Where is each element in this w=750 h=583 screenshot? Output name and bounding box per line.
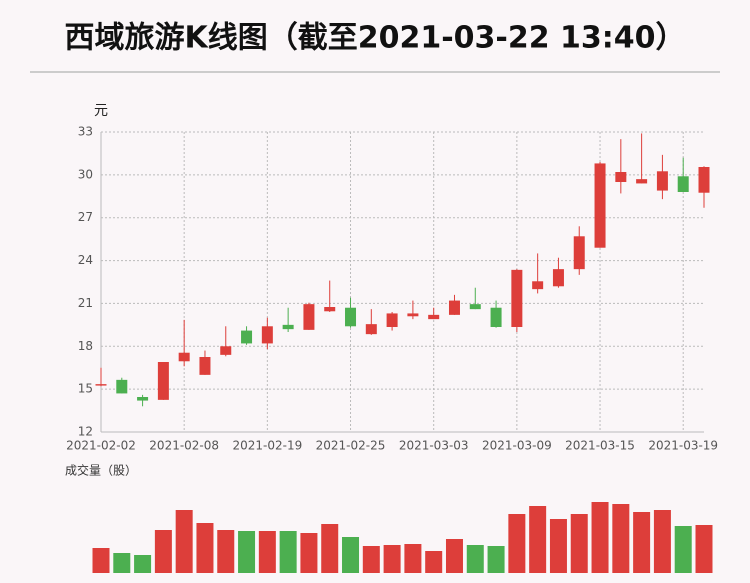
candle-body <box>490 307 502 327</box>
volume-bar <box>508 514 526 573</box>
candle-body <box>95 384 107 386</box>
volume-label: 成交量（股） <box>65 463 137 478</box>
x-tick-label: 2021-02-02 <box>66 439 136 453</box>
candle-body <box>137 397 149 401</box>
volume-bar <box>695 525 713 573</box>
candle-body <box>656 171 668 191</box>
candle-body <box>157 362 169 400</box>
x-tick-label: 2021-03-09 <box>482 439 552 453</box>
y-tick-label: 24 <box>78 253 93 267</box>
y-tick-label: 30 <box>78 167 93 181</box>
volume-bar <box>674 526 692 573</box>
x-tick-label: 2021-03-03 <box>399 439 469 453</box>
volume-bar <box>362 546 380 573</box>
candle-body <box>116 379 128 394</box>
volume-bar <box>113 553 131 573</box>
volume-bar <box>591 502 609 573</box>
volume-bar <box>92 548 110 573</box>
volume-bar <box>342 537 360 573</box>
candle-body <box>386 313 398 327</box>
volume-bar <box>570 514 588 573</box>
candle-body <box>365 324 377 335</box>
volume-bar <box>238 531 256 573</box>
volume-bar <box>383 545 401 573</box>
volume-bar <box>633 512 651 573</box>
chart-title: 西域旅游K线图（截至2021-03-22 13:40） <box>64 21 685 56</box>
y-tick-label: 21 <box>78 296 93 310</box>
x-tick-label: 2021-02-08 <box>149 439 219 453</box>
volume-bar <box>445 539 463 573</box>
candle-body <box>282 324 294 330</box>
volume-bar <box>321 524 339 573</box>
candle-body <box>407 313 419 317</box>
candle-body <box>469 304 481 310</box>
volume-bar <box>487 546 505 573</box>
candle-body <box>428 314 440 320</box>
candle-body <box>261 326 273 344</box>
candle-body <box>448 300 460 315</box>
candle-body <box>532 281 544 290</box>
candle-body <box>615 172 627 182</box>
x-tick-label: 2021-02-25 <box>316 439 386 453</box>
volume-bar <box>404 544 422 573</box>
candle-body <box>241 330 253 344</box>
candle-body <box>303 304 315 330</box>
y-axis-label: 元 <box>94 103 108 119</box>
volume-bar <box>196 523 214 573</box>
y-tick-label: 15 <box>78 382 93 396</box>
candle-body <box>220 346 232 355</box>
candle-body <box>324 307 336 312</box>
volume-bar <box>466 545 484 573</box>
candle-body <box>552 269 564 287</box>
volume-bar <box>612 504 630 573</box>
volume-bar <box>425 551 443 573</box>
candle-body <box>636 179 648 184</box>
candle-body <box>594 163 606 248</box>
y-tick-label: 18 <box>78 339 93 353</box>
candle-body <box>573 236 585 270</box>
volume-bar <box>300 533 318 573</box>
volume-bar <box>653 510 671 573</box>
candle-body <box>345 307 357 327</box>
candle-body <box>677 176 689 192</box>
candle-body <box>511 269 523 327</box>
volume-bar <box>529 506 547 573</box>
volume-bar <box>279 531 297 573</box>
volume-bar <box>175 510 193 573</box>
candle-body <box>199 357 211 375</box>
y-tick-label: 12 <box>78 425 93 439</box>
volume-bar <box>258 531 276 573</box>
x-tick-label: 2021-02-19 <box>232 439 302 453</box>
candle-body <box>698 167 710 193</box>
candle-body <box>178 352 190 362</box>
y-tick-label: 27 <box>78 210 93 224</box>
volume-bar <box>217 530 235 573</box>
volume-bar <box>154 530 172 573</box>
y-tick-label: 33 <box>78 125 93 139</box>
x-tick-label: 2021-03-19 <box>648 439 718 453</box>
volume-bar <box>134 555 152 573</box>
x-tick-label: 2021-03-15 <box>565 439 635 453</box>
volume-bar <box>549 519 567 573</box>
